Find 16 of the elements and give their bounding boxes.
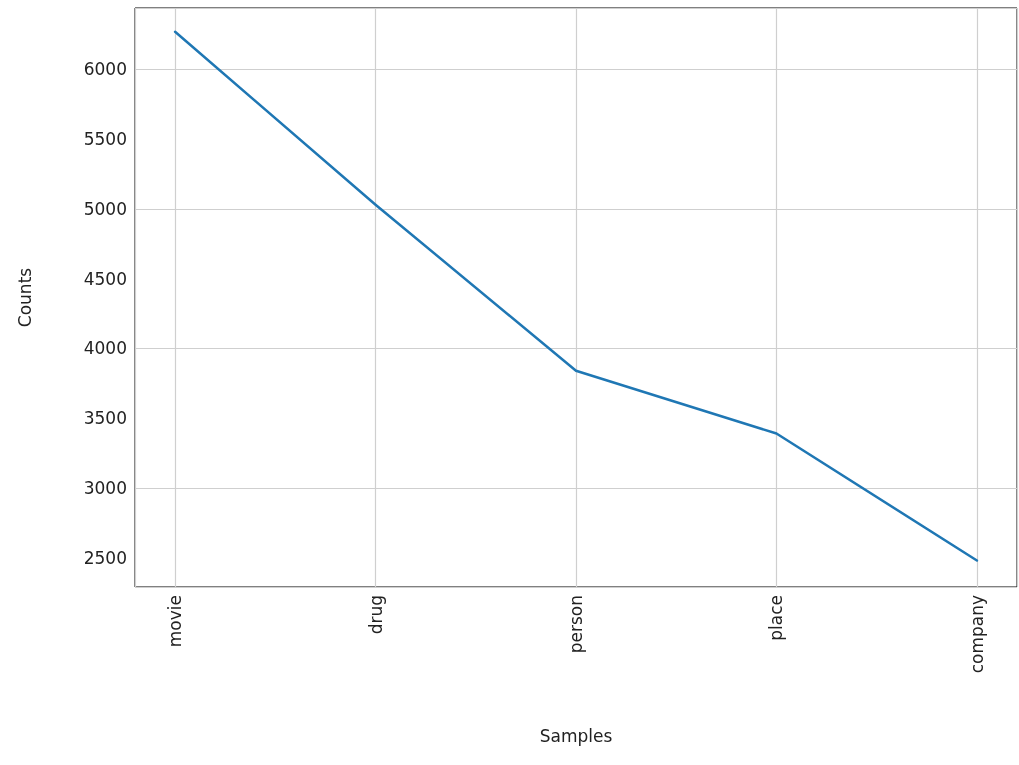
y-tick-label: 4500 [83,268,127,289]
y-tick-label: 4000 [83,338,127,359]
x-tick-label: person [566,595,586,654]
x-tick-label: company [966,595,987,674]
y-tick-label: 3500 [83,408,127,429]
y-tick-label: 6000 [83,59,127,80]
x-tick-label: movie [165,595,186,648]
y-tick-label: 5500 [83,129,127,150]
x-axis-title: Samples [539,725,613,746]
x-tick-label: place [766,595,787,641]
y-axis-title: Counts [14,267,35,328]
line-series [173,30,979,562]
x-tick-label: drug [365,595,386,635]
y-tick-label: 3000 [83,477,127,498]
y-tick-label: 2500 [83,547,127,568]
y-tick-label: 5000 [83,198,127,219]
